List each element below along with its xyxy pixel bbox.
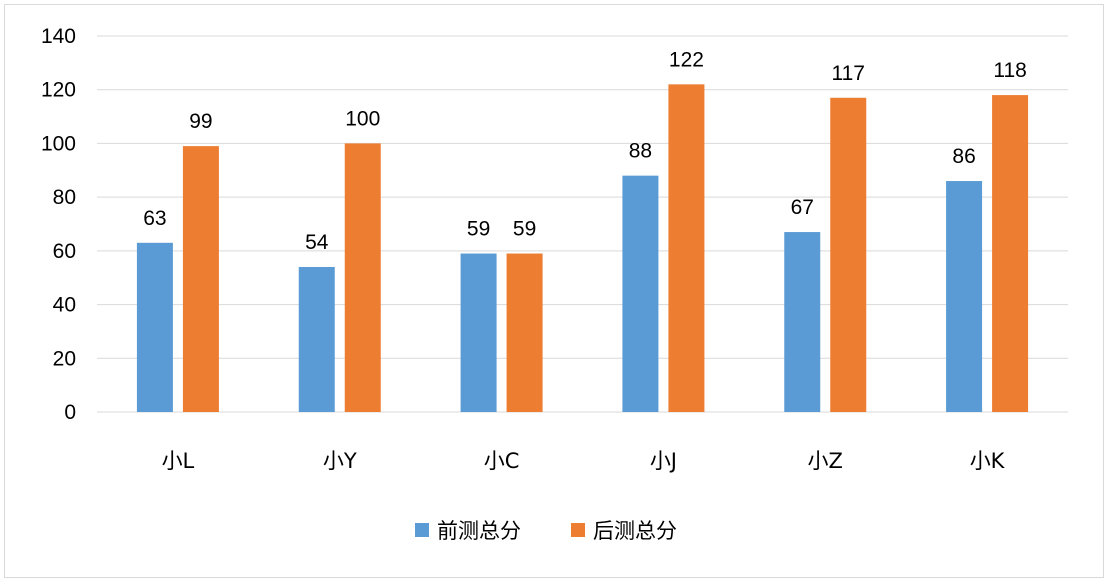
- x-axis: 小L 小Y 小C 小J 小Z 小K: [162, 449, 1006, 473]
- data-label: 63: [143, 207, 166, 230]
- y-tick-label: 40: [53, 294, 76, 317]
- bar-post-2[interactable]: [506, 253, 543, 412]
- y-tick-label: 20: [53, 347, 76, 370]
- x-category-label: 小Z: [808, 449, 843, 473]
- bar-pre-2[interactable]: [460, 253, 497, 412]
- data-label: 122: [669, 48, 704, 71]
- y-tick-label: 120: [41, 79, 76, 102]
- bar-pre-5[interactable]: [946, 181, 983, 412]
- bar-post-3[interactable]: [668, 84, 705, 412]
- data-labels: 63 99 54 100 59 59 88 122 67 117 86 118: [143, 48, 1027, 254]
- bar-pre-1[interactable]: [298, 266, 335, 412]
- data-label: 59: [513, 218, 536, 241]
- y-tick-label: 100: [41, 132, 76, 155]
- legend-swatch-0: [415, 523, 429, 537]
- legend-label-0[interactable]: 前测总分: [437, 519, 521, 543]
- x-category-label: 小C: [484, 449, 520, 473]
- legend-label-1[interactable]: 后测总分: [593, 519, 677, 543]
- bars: [136, 84, 1029, 413]
- bar-pre-3[interactable]: [622, 175, 659, 412]
- x-category-label: 小L: [162, 449, 195, 473]
- bar-post-1[interactable]: [344, 143, 381, 412]
- y-tick-label: 60: [53, 240, 76, 263]
- legend-swatch-1: [571, 523, 585, 537]
- data-label: 59: [467, 218, 490, 241]
- y-tick-label: 140: [41, 25, 76, 48]
- data-label: 67: [791, 196, 814, 219]
- data-label: 54: [305, 231, 329, 254]
- y-tick-label: 0: [64, 401, 76, 424]
- data-label: 117: [832, 62, 865, 85]
- bar-pre-0[interactable]: [136, 242, 173, 412]
- legend[interactable]: 前测总分 后测总分: [415, 519, 677, 543]
- data-label: 86: [952, 145, 975, 168]
- data-label: 88: [629, 140, 652, 163]
- bar-pre-4[interactable]: [784, 232, 821, 412]
- gridlines: [97, 35, 1068, 413]
- y-axis: 0 20 40 60 80 100 120 140: [41, 25, 76, 424]
- x-category-label: 小K: [970, 449, 1006, 473]
- bar-post-4[interactable]: [830, 97, 867, 413]
- bar-post-0[interactable]: [182, 146, 219, 412]
- data-label: 100: [345, 107, 380, 130]
- bar-post-5[interactable]: [992, 95, 1029, 412]
- x-category-label: 小J: [650, 449, 677, 473]
- data-label: 99: [189, 110, 212, 133]
- y-tick-label: 80: [53, 186, 76, 209]
- data-label: 118: [993, 59, 1026, 82]
- x-category-label: 小Y: [323, 449, 357, 473]
